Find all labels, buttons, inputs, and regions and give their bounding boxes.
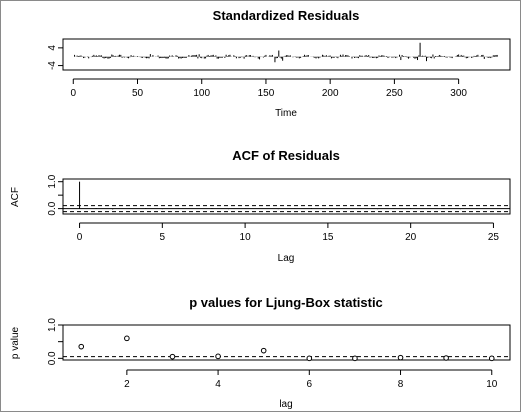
panel1-xlabel: Time: [275, 108, 297, 119]
panel3-series: [63, 335, 510, 362]
panel1-x-tick-label: 300: [450, 88, 467, 99]
panel3-x-tick-label: 2: [124, 379, 130, 390]
panel1-x-axis: 0 50 100 150 200 250 300: [70, 78, 467, 99]
pvalue-point: [488, 355, 495, 362]
panel2-x-tick-label: 25: [488, 232, 500, 243]
panel2-xlabel: Lag: [278, 253, 295, 264]
panel3-x-tick-label: 4: [215, 379, 221, 390]
panel2-x-tick-label: 15: [322, 232, 334, 243]
panel3-x-tick-label: 10: [486, 379, 498, 390]
pvalue-point: [215, 353, 221, 360]
panel2-x-tick-label: 20: [405, 232, 417, 243]
panel2-x-tick-label: 5: [160, 232, 166, 243]
panel3-x-tick-label: 6: [307, 379, 313, 390]
panel2-series: [63, 181, 510, 213]
panel2-x-axis: 0 5 10 15 20 25: [77, 222, 500, 243]
panel1-plot-box: [62, 38, 511, 71]
panel1-series: [74, 42, 498, 63]
panel2-y-tick-label: 1.0: [47, 174, 58, 188]
panel1-x-tick-label: 150: [258, 88, 275, 99]
pvalue-point: [78, 343, 85, 350]
panel1-x-tick-label: 50: [132, 88, 144, 99]
pvalue-point: [169, 353, 176, 360]
panel2-x-tick-label: 10: [240, 232, 252, 243]
panel1-x-tick-label: 100: [193, 88, 210, 99]
panel3-x-tick-label: 8: [398, 379, 404, 390]
panel2-title: ACF of Residuals: [232, 148, 340, 163]
panel2-y-tick-label: 0.0: [47, 201, 58, 215]
pvalue-point: [397, 354, 404, 361]
pvalue-point: [443, 355, 449, 361]
panel3-xlabel: lag: [279, 399, 292, 410]
panel1-x-tick-label: 250: [386, 88, 403, 99]
panel2-x-tick-label: 0: [77, 232, 83, 243]
panel3-ylabel: p value: [10, 326, 21, 359]
panel1-x-tick-label: 200: [322, 88, 339, 99]
panel3-x-axis: 2 4 6 8 10: [124, 369, 498, 390]
pvalue-point: [306, 355, 313, 362]
panel3-y-tick-label: 1.0: [47, 318, 58, 332]
panel3-plot-box: [62, 324, 511, 361]
panel3-y-axis: 0.0 1.0: [47, 318, 64, 365]
panel3-title: p values for Ljung-Box statistic: [189, 295, 383, 310]
panel1-title: Standardized Residuals: [213, 8, 360, 23]
panel2-ylabel: ACF: [10, 187, 21, 207]
panel1-y-axis: -4 4: [47, 45, 64, 70]
pvalue-point: [260, 347, 267, 354]
pvalue-point: [124, 335, 130, 342]
panel2-y-axis: 0.0 1.0: [47, 174, 64, 216]
pvalue-point: [352, 355, 358, 362]
panel1-y-tick-label: -4: [47, 61, 58, 70]
panel1-y-tick-label: 4: [47, 45, 58, 51]
panel1-x-tick-label: 0: [70, 88, 76, 99]
panel3-y-tick-label: 0.0: [47, 351, 58, 365]
